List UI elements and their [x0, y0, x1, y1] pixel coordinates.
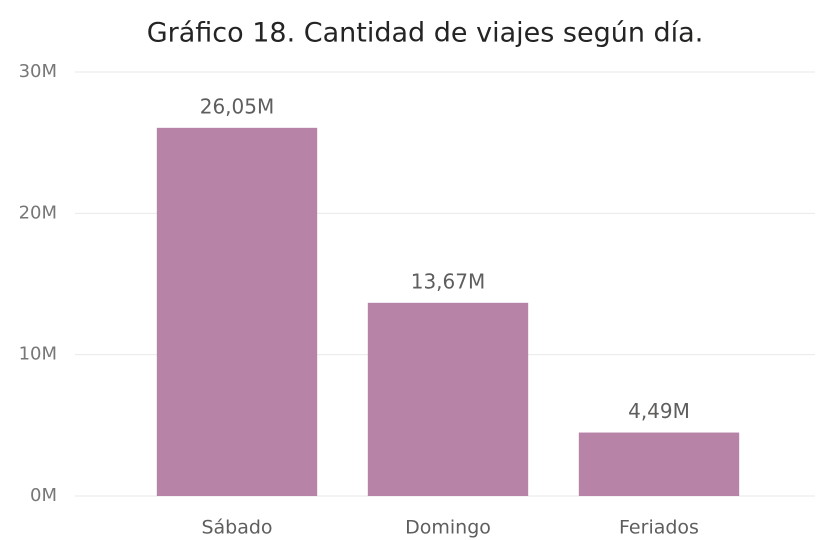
bar: [367, 302, 529, 496]
x-tick-label: Sábado: [201, 517, 272, 539]
y-tick-label: 10M: [19, 344, 57, 365]
value-label: 26,05M: [200, 94, 275, 118]
bar: [578, 432, 740, 496]
x-tick-label: Feriados: [619, 517, 699, 539]
y-tick-label: 20M: [19, 202, 57, 223]
bar: [156, 127, 318, 497]
value-label: 4,49M: [628, 399, 690, 423]
y-tick-label: 0M: [30, 485, 57, 506]
value-label: 13,67M: [411, 269, 486, 293]
chart-title: Gráfico 18. Cantidad de viajes según día…: [147, 18, 704, 49]
x-tick-label: Domingo: [405, 517, 491, 539]
y-tick-label: 30M: [19, 61, 57, 82]
